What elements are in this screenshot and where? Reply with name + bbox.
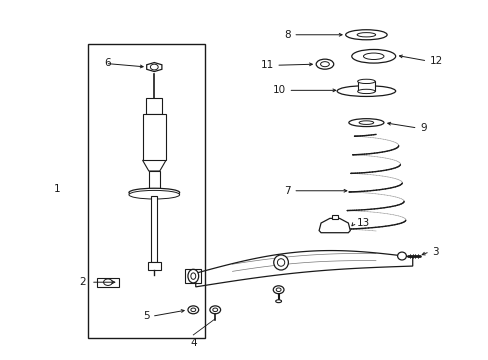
Ellipse shape (357, 89, 374, 94)
Ellipse shape (273, 255, 288, 270)
Ellipse shape (351, 49, 395, 63)
Ellipse shape (316, 59, 333, 69)
Ellipse shape (273, 286, 284, 294)
Text: 1: 1 (53, 184, 60, 194)
Ellipse shape (320, 62, 329, 67)
Ellipse shape (356, 33, 375, 37)
Ellipse shape (190, 308, 195, 312)
Bar (331, 215, 337, 219)
Ellipse shape (209, 306, 220, 314)
Polygon shape (319, 219, 349, 233)
Ellipse shape (187, 269, 198, 283)
Circle shape (103, 279, 112, 285)
Bar (97, 278, 119, 287)
Polygon shape (195, 251, 412, 287)
Text: 2: 2 (79, 277, 86, 287)
Ellipse shape (348, 119, 383, 127)
Ellipse shape (190, 273, 195, 279)
Bar (142, 114, 165, 160)
Ellipse shape (212, 308, 217, 312)
Text: 12: 12 (429, 56, 442, 66)
Ellipse shape (129, 190, 179, 199)
Bar (146, 98, 162, 114)
Ellipse shape (275, 300, 281, 303)
Ellipse shape (363, 53, 383, 59)
Text: 9: 9 (419, 123, 426, 133)
Ellipse shape (187, 306, 198, 314)
Text: 6: 6 (103, 58, 110, 68)
Ellipse shape (276, 288, 281, 292)
Text: 11: 11 (260, 60, 273, 70)
Bar (148, 171, 160, 193)
Bar (357, 81, 374, 91)
Text: 8: 8 (284, 30, 290, 40)
Bar (185, 269, 201, 283)
Bar (88, 44, 205, 338)
Polygon shape (146, 63, 162, 72)
Text: 10: 10 (272, 85, 285, 95)
Ellipse shape (358, 121, 373, 125)
Text: 4: 4 (190, 338, 196, 348)
Ellipse shape (129, 188, 179, 197)
Ellipse shape (336, 86, 395, 96)
Polygon shape (142, 160, 165, 171)
Text: 13: 13 (356, 218, 369, 228)
Text: 7: 7 (284, 186, 290, 196)
Ellipse shape (397, 252, 406, 260)
Ellipse shape (345, 30, 386, 40)
Bar (151, 196, 157, 262)
Text: 3: 3 (431, 247, 438, 257)
Bar (148, 262, 160, 270)
Ellipse shape (277, 259, 284, 266)
Ellipse shape (357, 79, 374, 84)
Circle shape (150, 64, 158, 70)
Text: 5: 5 (142, 311, 149, 321)
